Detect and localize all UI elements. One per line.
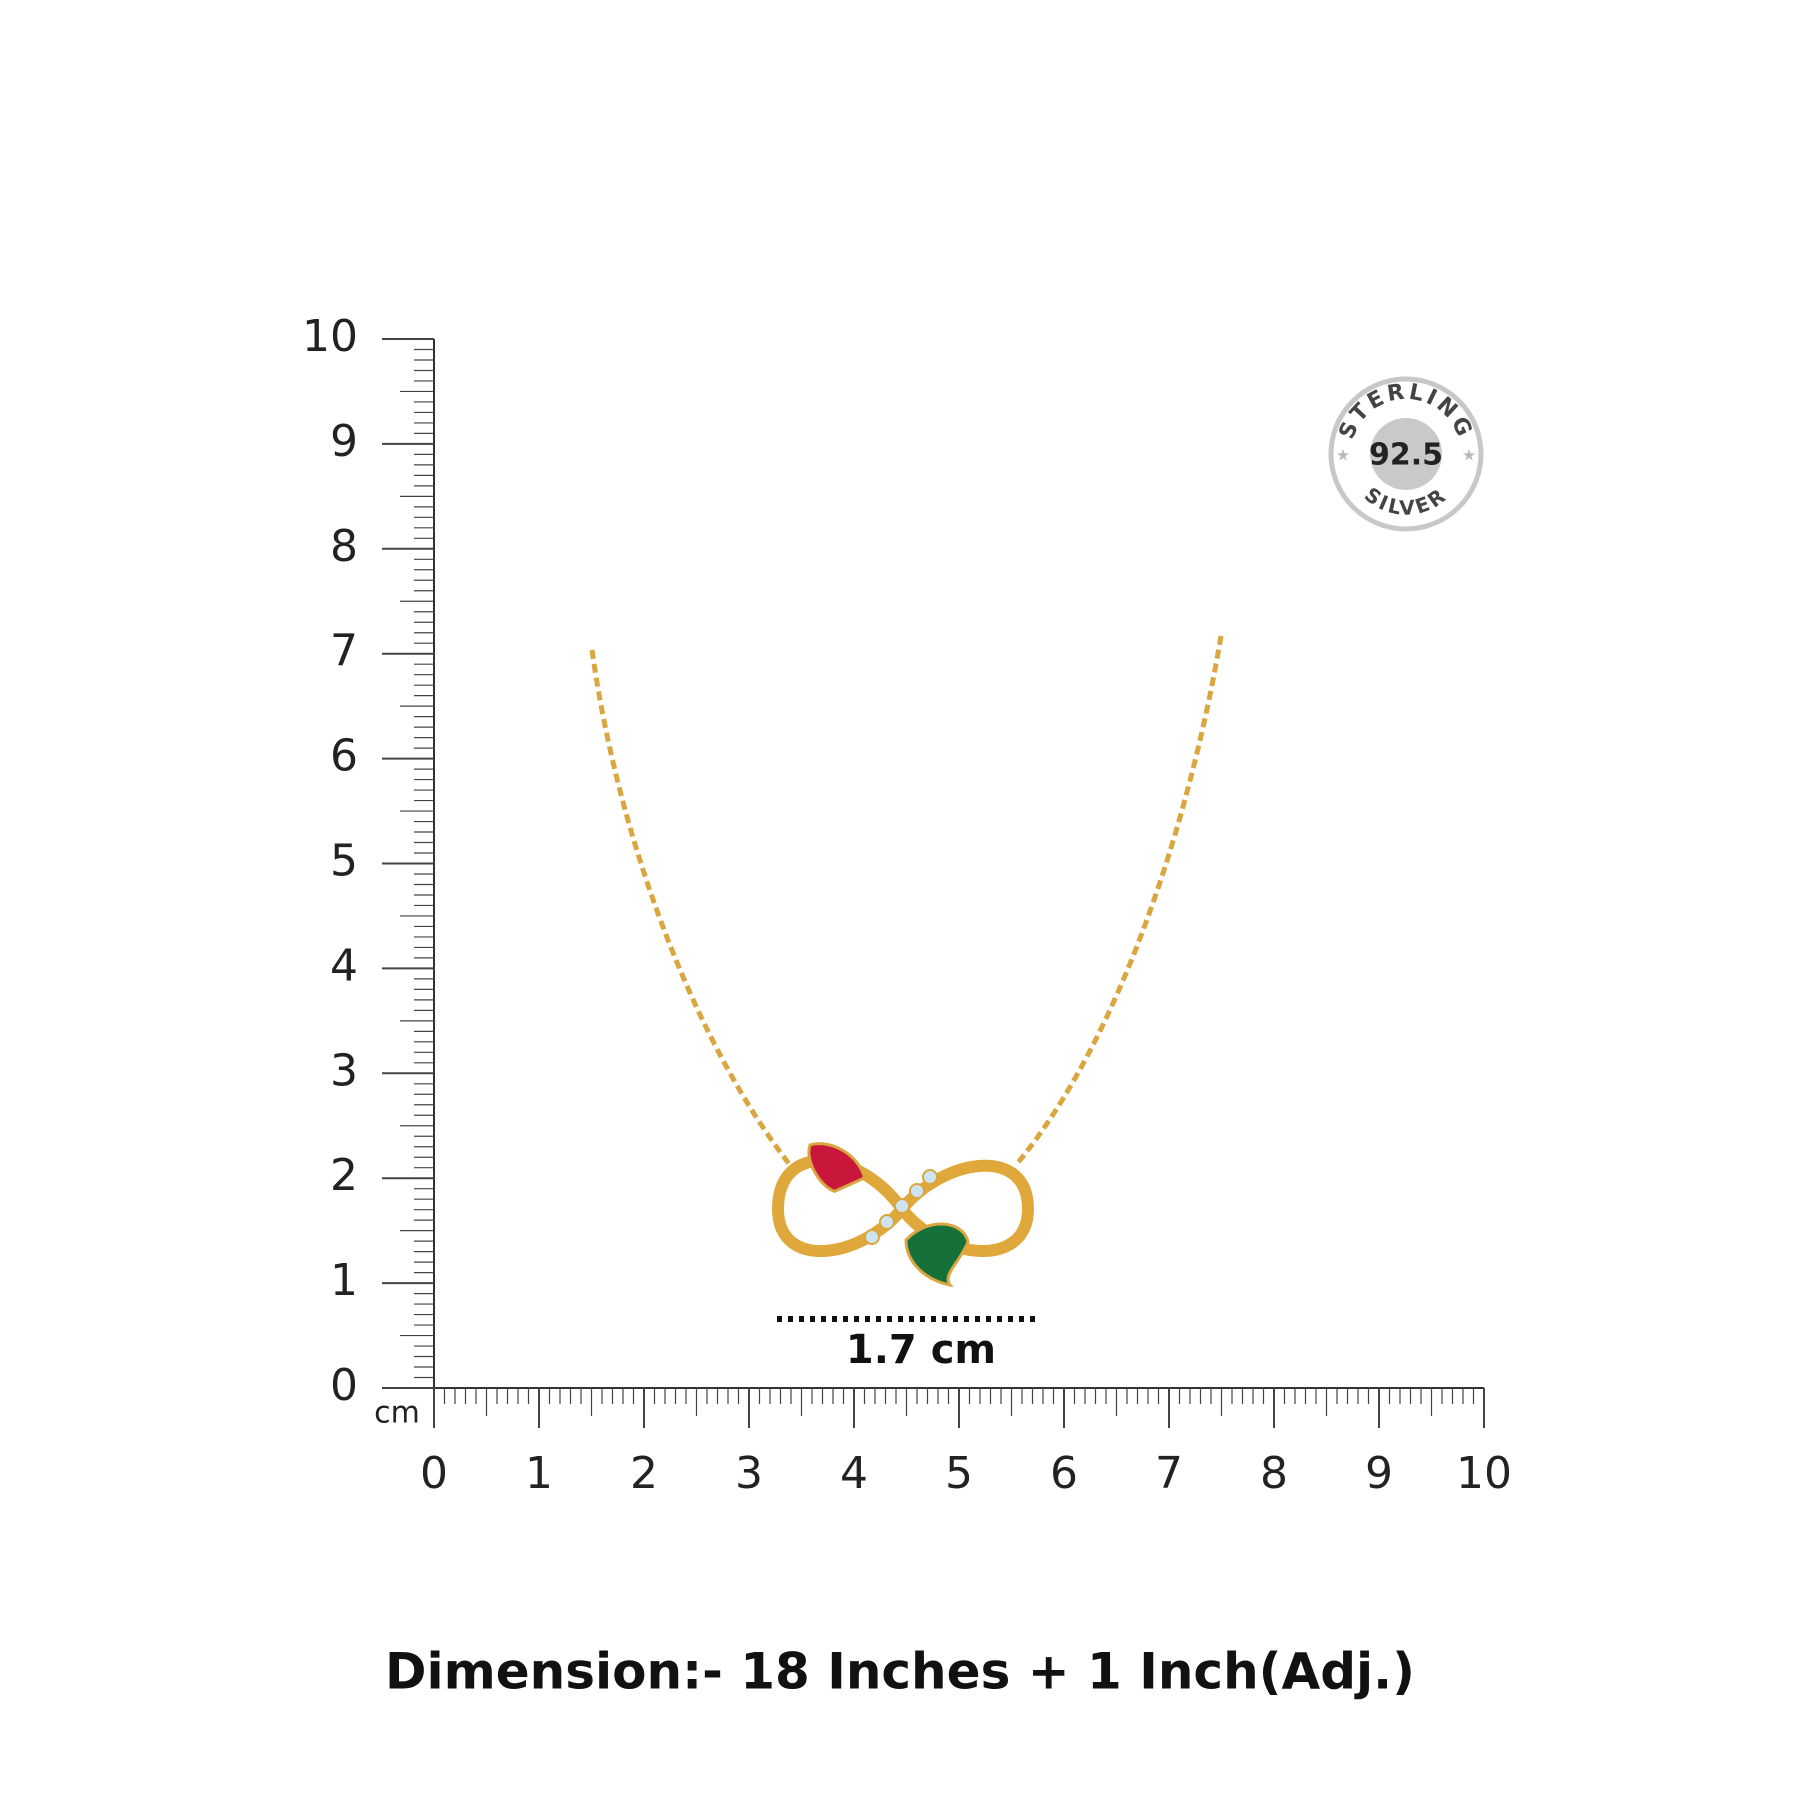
x-label: 4 <box>840 1448 868 1499</box>
x-label: 7 <box>1155 1448 1183 1499</box>
ruby-heart <box>807 1142 867 1193</box>
x-label: 5 <box>945 1448 973 1499</box>
y-label: 3 <box>330 1045 358 1096</box>
ruler: cm 0 1 2 3 4 5 6 7 8 9 10 0 1 2 3 4 5 6 7 8 9 10 <box>302 311 1512 1499</box>
unit-label: cm <box>374 1396 420 1431</box>
x-label: 8 <box>1260 1448 1288 1499</box>
measurement: 1.7 cm <box>846 1327 996 1373</box>
x-label: 9 <box>1365 1448 1393 1499</box>
dimension: Dimension:- 18 Inches + 1 Inch(Adj.) <box>385 1643 1415 1701</box>
x-label: 0 <box>420 1448 448 1499</box>
x-label: 2 <box>630 1448 658 1499</box>
y-label: 2 <box>330 1150 358 1201</box>
x-label: 1 <box>525 1448 553 1499</box>
y-label: 0 <box>330 1360 358 1411</box>
chain-right <box>1014 635 1224 1167</box>
y-label: 10 <box>302 311 358 362</box>
x-label: 6 <box>1050 1448 1078 1499</box>
chain-left <box>589 649 792 1167</box>
svg-text:★: ★ <box>1336 446 1350 465</box>
necklace <box>589 635 1224 1288</box>
emerald-heart <box>904 1222 970 1288</box>
y-label: 4 <box>330 940 358 991</box>
y-label: 5 <box>330 836 358 887</box>
badge-value: 92.5 <box>1369 438 1443 473</box>
x-label: 3 <box>735 1448 763 1499</box>
y-label: 8 <box>330 521 358 572</box>
y-label: 7 <box>330 626 358 677</box>
y-label: 1 <box>330 1255 358 1306</box>
y-label: 9 <box>330 416 358 467</box>
svg-text:★: ★ <box>1462 446 1476 465</box>
y-label: 6 <box>330 731 358 782</box>
x-label: 10 <box>1456 1448 1512 1499</box>
silver-badge: STERLING SILVER 92.5 ★ ★ <box>1328 376 1484 532</box>
